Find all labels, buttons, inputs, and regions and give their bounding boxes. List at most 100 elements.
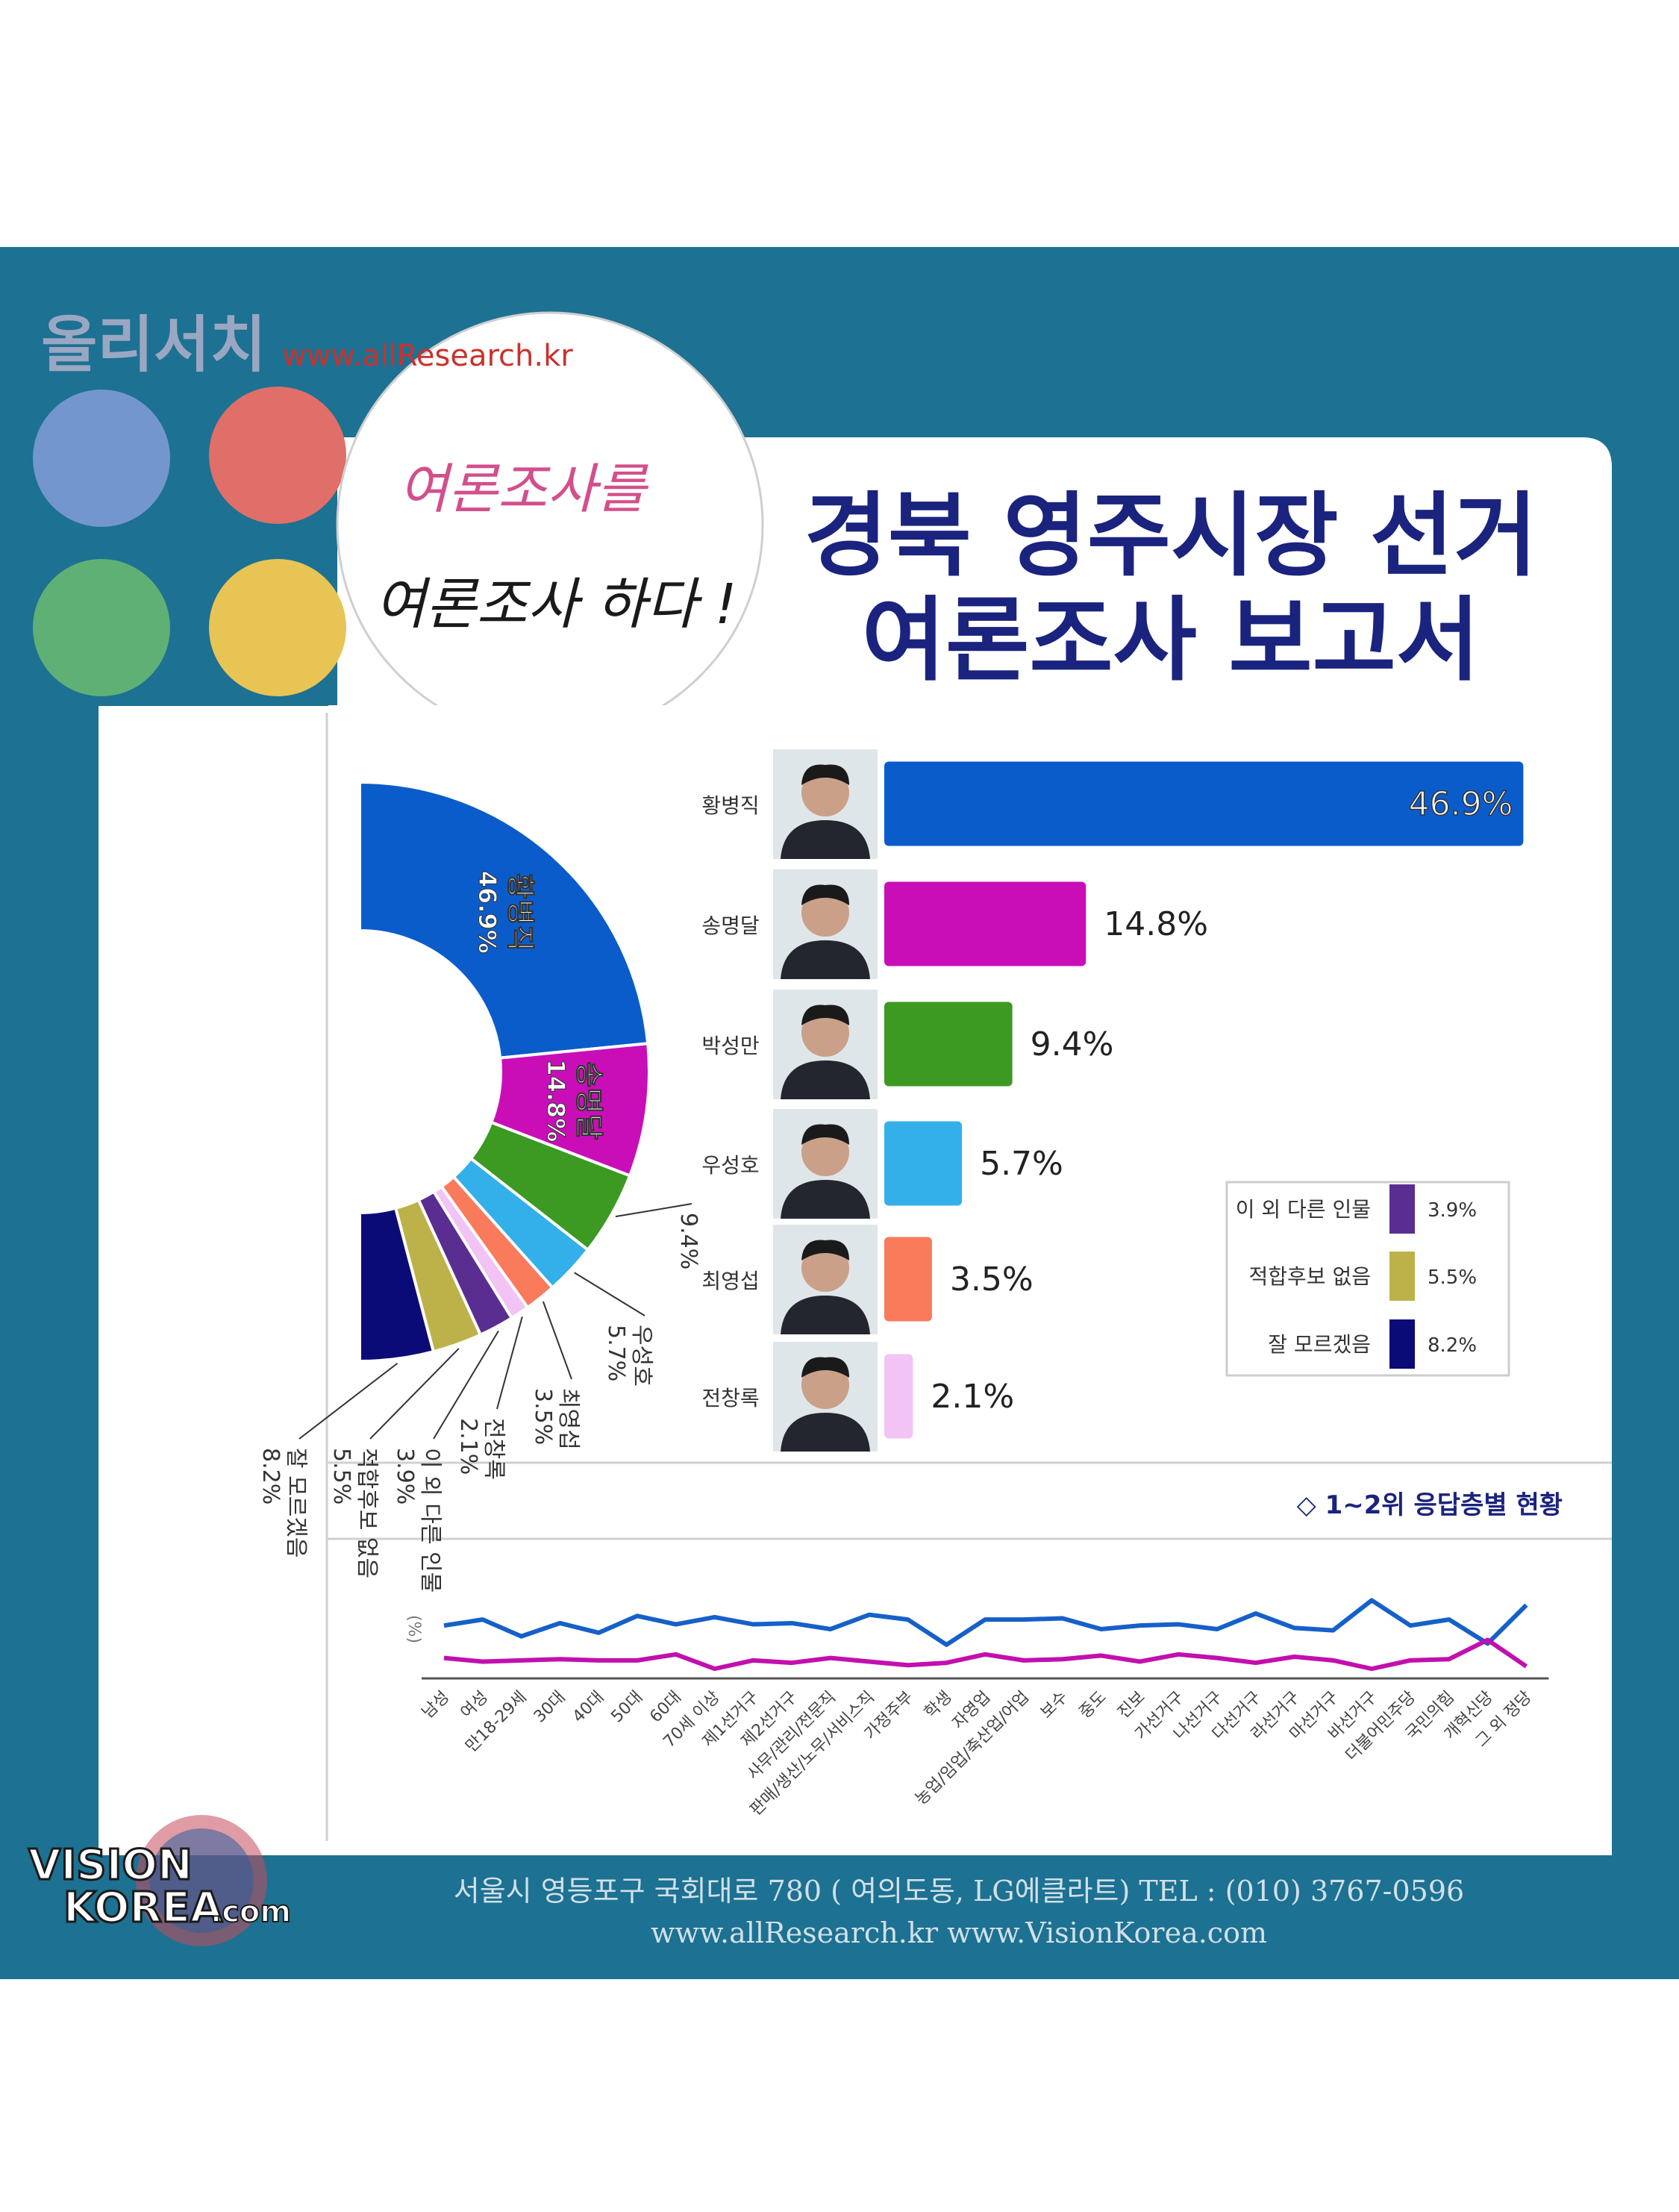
donut-label-name: 이 외 다른 인물 [417,1448,443,1593]
title: 여론조사 보고서 [862,587,1480,693]
legend-swatch [1389,1319,1415,1369]
donut-label: 전창록2.1% [455,1418,507,1480]
legend-label: 적합후보 없음 [1249,1264,1371,1289]
donut-label: 적합후보 없음5.5% [328,1448,380,1578]
portrait-hair [801,1005,849,1025]
title: 경북 영주시장 선거 [804,483,1538,589]
portrait-head [801,1009,849,1057]
footer-address: 서울시 영등포구 국회대로 780 ( 여의도동, LG에클라트) TEL : … [454,1875,1464,1908]
y-axis-label: (%) [404,1615,423,1643]
leader-line [433,1330,499,1440]
legend-swatch [1389,1184,1415,1234]
bar [884,1002,1013,1087]
dot [209,387,346,524]
portrait-hair [801,1240,849,1260]
donut-label: 잘 모르겠음8.2% [257,1448,309,1558]
donut-label-name: 우성호 [628,1325,654,1387]
portrait-hair [801,1357,849,1378]
donut-label-value: 5.7% [603,1325,629,1381]
line-title: ◇ 1~2위 응답층별 현황 [1297,1490,1563,1520]
bar [884,881,1086,966]
portrait-body [781,940,870,979]
brand-url: www.allResearch.kr [282,339,573,373]
donut-label-name: 잘 모르겠음 [283,1448,309,1558]
donut-label-value: 8.2% [257,1448,284,1505]
logo-globe [149,1828,254,1933]
donut-label-value: 2.1% [455,1418,481,1475]
donut-label-value: 5.5% [328,1448,354,1505]
donut-label-name: 최영섭 [555,1388,581,1450]
legend-box [1225,1181,1510,1377]
bar-category: 전창록 [701,1386,759,1410]
brand: 올리서치 [41,310,266,381]
donut-label: 우성호5.7% [603,1325,654,1387]
portrait-hair [801,1124,849,1145]
logo-text: VISION [28,1841,193,1890]
donut-label: 송명달14.8% [542,1059,605,1142]
leader-line [574,1272,645,1316]
donut-label: 황병직46.9% [473,871,537,954]
portrait-hair [801,884,849,905]
line-series [443,1637,1528,1672]
bar-category: 최영섭 [701,1269,759,1293]
portrait-head [801,889,849,937]
bar-category: 우성호 [701,1153,759,1178]
donut-segment [358,780,650,1060]
donut-label-name: 전창록 [481,1418,507,1480]
bar-category: 송명달 [701,913,759,938]
leader-line [542,1301,572,1380]
line-series [443,1598,1528,1647]
legend-value: 8.2% [1428,1334,1477,1357]
slogan: 여론조사를 [398,457,648,520]
footer-sites: www.allResearch.kr www.VisionKorea.com [651,1916,1267,1949]
slogan: 여론조사 하다 ! [375,572,737,637]
donut-label: 최영섭3.5% [530,1388,581,1450]
donut-label: 이 외 다른 인물3.9% [392,1448,443,1593]
donut-label-value: 46.9% [473,871,501,954]
dot [33,559,170,696]
portrait-body [781,1413,870,1452]
portrait-head [801,1244,849,1292]
bar [884,1237,932,1322]
bar [884,1354,913,1439]
bar-category: 박성만 [701,1034,759,1058]
circle-cut [328,705,776,743]
portrait-body [781,820,870,859]
portrait-hair [801,764,849,785]
donut-label: 9.4% [675,1213,701,1269]
portrait-head [801,1361,849,1409]
legend-value: 3.9% [1428,1199,1477,1222]
legend-value: 5.5% [1428,1266,1477,1289]
logo-text: KOREA [63,1884,223,1932]
leader-line [615,1203,692,1218]
legend-label: 잘 모르겠음 [1268,1332,1371,1357]
bar-value-label: 9.4% [1031,1025,1114,1063]
donut-segment [358,1206,436,1363]
leader-line [298,1362,398,1440]
leader-line [496,1316,523,1410]
legend-label: 이 외 다른 인물 [1236,1197,1371,1222]
donut-label-value: 9.4% [675,1213,701,1269]
donut-label-value: 14.8% [542,1059,570,1142]
portrait-body [781,1060,870,1099]
donut-label-name: 송명달 [572,1061,605,1140]
bar [884,761,1524,846]
bar [884,1121,963,1206]
bar-value-label: 5.7% [980,1145,1063,1183]
logo-text: .com [210,1895,291,1929]
portrait-body [781,1180,870,1219]
bar-value-label: 3.5% [950,1260,1034,1299]
bar-category: 황병직 [701,793,759,818]
bar-value-label: 14.8% [1104,905,1208,943]
legend-swatch [1389,1252,1415,1301]
donut-label-value: 3.9% [392,1448,418,1505]
portrait-head [801,769,849,816]
bar-value-label: 46.9% [1409,785,1513,823]
dot [33,390,170,527]
portrait-body [781,1296,870,1334]
bar-value-label: 2.1% [931,1378,1014,1416]
donut-label-name: 황병직 [504,873,537,952]
portrait-head [801,1128,849,1176]
